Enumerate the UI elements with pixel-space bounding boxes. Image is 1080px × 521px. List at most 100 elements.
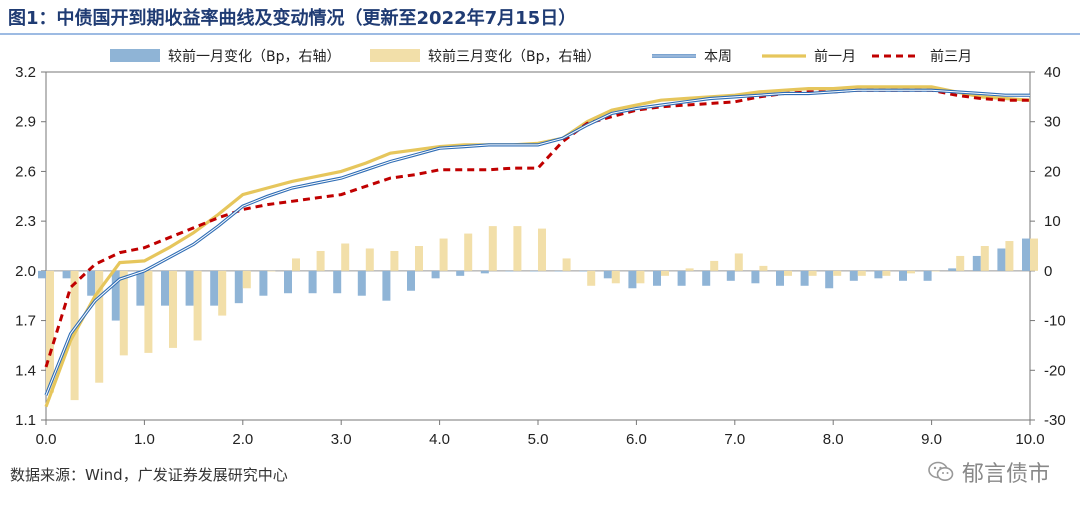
bar-1m-change	[185, 270, 194, 306]
bar-3m-change	[685, 268, 694, 271]
x-tick-label: 5.0	[528, 431, 549, 448]
bar-1m-change	[62, 270, 71, 279]
bar-3m-change	[1005, 241, 1014, 271]
tick-labels-layer: 0.0 1.0 2.0 3.0 4.0 5.0 6.0 7.0 8.0 9.0 10.0 1.1 1.4…	[15, 64, 1066, 448]
y2-tick-label: -20	[1044, 362, 1066, 379]
y2-tick-label: -30	[1044, 412, 1066, 429]
bar-1m-change	[874, 270, 883, 279]
bar-1m-change	[948, 268, 957, 271]
bar-1m-change	[726, 270, 735, 281]
bar-3m-change	[833, 270, 842, 276]
bar-1m-change	[505, 270, 514, 272]
bar-1m-change	[603, 270, 612, 279]
y-tick-label: 2.0	[15, 263, 36, 280]
bar-1m-change	[751, 270, 760, 284]
bar-3m-change	[439, 238, 448, 271]
bar-3m-change	[513, 226, 522, 271]
x-tick-label: 8.0	[823, 431, 844, 448]
y-tick-label: 2.3	[15, 213, 36, 230]
bar-3m-change	[611, 270, 620, 284]
bar-1m-change	[653, 270, 661, 286]
bar-1m-change	[456, 270, 465, 276]
bar-1m-change	[972, 255, 981, 271]
y-tick-label: 1.7	[15, 313, 36, 330]
y-tick-label: 2.6	[15, 163, 36, 180]
bar-1m-change	[136, 270, 145, 306]
bar-1m-change	[333, 270, 342, 294]
bar-3m-change	[46, 270, 54, 393]
lines-layer	[44, 85, 1031, 408]
bar-1m-change	[382, 270, 391, 301]
bar-3m-change	[882, 270, 891, 276]
bar-3m-change	[193, 270, 202, 341]
bar-1m-change	[480, 270, 489, 274]
y-tick-label: 1.1	[15, 412, 36, 429]
bar-3m-change	[365, 248, 374, 271]
bar-3m-change	[661, 270, 669, 276]
legend-label: 前一月	[814, 48, 856, 65]
bar-1m-change	[677, 270, 686, 286]
source-note: 数据来源：Wind，广发证券发展研究中心	[10, 466, 288, 484]
y2-tick-label: 30	[1044, 114, 1061, 131]
bar-3m-change	[390, 250, 399, 271]
bar-1m-change	[161, 270, 169, 306]
bar-3m-change	[562, 258, 571, 271]
bar-3m-change	[119, 270, 128, 356]
legend-label: 较前一月变化（Bp，右轴）	[168, 48, 341, 65]
line-current-inner	[45, 89, 1030, 396]
bar-1m-change	[776, 270, 784, 286]
bar-3m-change	[488, 226, 497, 271]
bar-3m-change	[636, 270, 645, 284]
x-tick-label: 6.0	[626, 431, 647, 448]
legend-swatch-bar	[110, 49, 160, 62]
y2-tick-label: 0	[1044, 263, 1052, 280]
bar-3m-change	[538, 228, 546, 271]
bar-3m-change	[710, 260, 719, 271]
y2-tick-label: 20	[1044, 163, 1061, 180]
bar-1m-change	[308, 270, 317, 294]
bar-1m-change	[259, 270, 268, 296]
legend: 较前一月变化（Bp，右轴） 较前三月变化（Bp，右轴） 本周 前一月 前三月	[110, 48, 972, 65]
bar-1m-change	[284, 270, 292, 294]
wechat-icon	[928, 461, 954, 481]
bar-1m-change	[530, 270, 538, 272]
bar-3m-change	[956, 255, 965, 271]
bar-3m-change	[980, 246, 989, 271]
bar-1m-change	[899, 270, 907, 281]
bar-3m-change	[931, 270, 940, 272]
watermark-text: 郁言债市	[961, 462, 1050, 487]
legend-swatch-bar	[370, 49, 420, 62]
bar-1m-change	[997, 248, 1006, 271]
y-tick-label: 3.2	[15, 64, 36, 81]
bar-3m-change	[587, 270, 596, 286]
y2-tick-label: 40	[1044, 64, 1061, 81]
bar-1m-change	[357, 270, 366, 296]
bars-layer	[38, 226, 1038, 401]
bar-3m-change	[808, 270, 817, 276]
bar-1m-change	[800, 270, 809, 286]
bar-3m-change	[464, 233, 473, 271]
y-tick-label: 1.4	[15, 362, 36, 379]
figure-title: 图1：中债国开到期收益率曲线及变动情况（更新至2022年7月15日）	[8, 8, 577, 29]
bar-1m-change	[825, 270, 834, 289]
bar-3m-change	[784, 270, 792, 276]
bar-3m-change	[95, 270, 104, 383]
bar-3m-change	[144, 270, 153, 353]
bar-3m-change	[292, 258, 300, 271]
bar-3m-change	[734, 253, 743, 271]
bar-1m-change	[234, 270, 243, 304]
bar-1m-change	[849, 270, 858, 281]
bar-1m-change	[702, 270, 711, 286]
bar-1m-change	[407, 270, 415, 291]
bar-1m-change	[579, 270, 588, 272]
bar-3m-change	[857, 270, 866, 276]
bar-3m-change	[316, 250, 325, 271]
bar-3m-change	[907, 270, 915, 274]
bar-3m-change	[218, 270, 227, 316]
x-tick-label: 1.0	[134, 431, 155, 448]
y2-tick-label: 10	[1044, 213, 1061, 230]
x-tick-label: 2.0	[232, 431, 253, 448]
bar-1m-change	[628, 270, 637, 289]
x-tick-label: 0.0	[36, 431, 57, 448]
